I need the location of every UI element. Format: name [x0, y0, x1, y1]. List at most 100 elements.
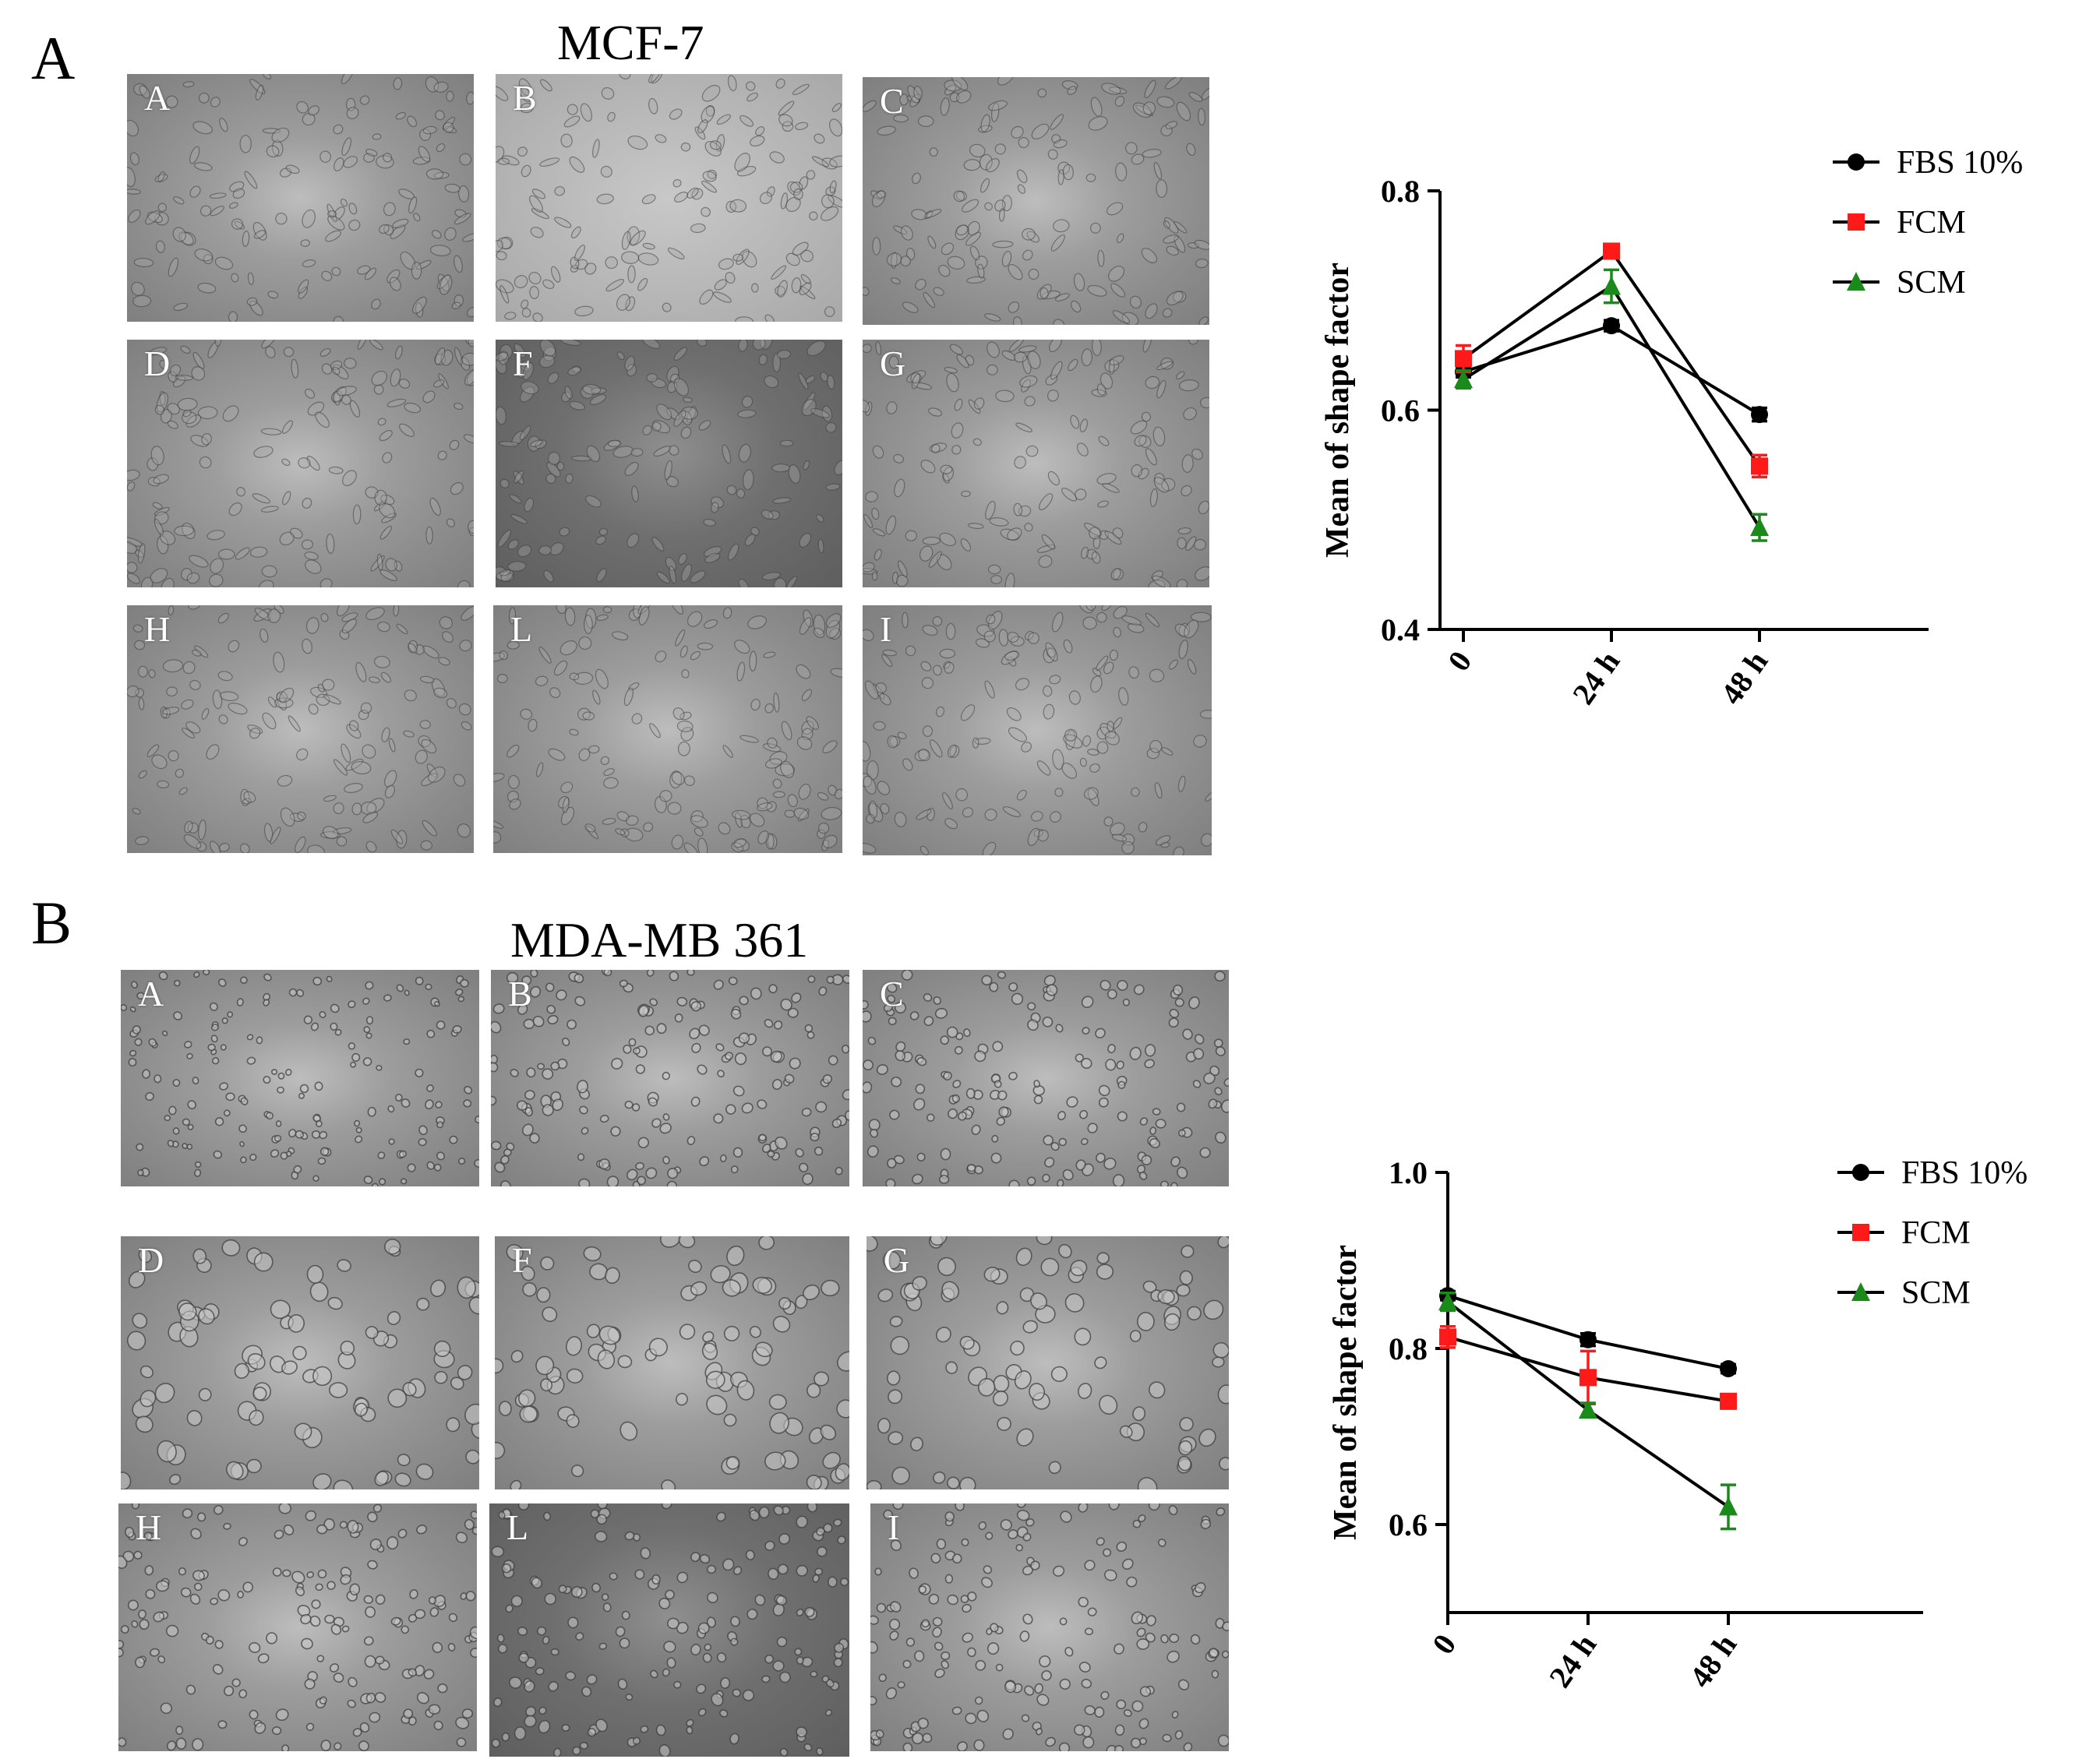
shape-factor-chart-mcf7: 0.4 0.6 0.8 0 24 h 48 h Mean of shape factor FB…	[1320, 145, 2023, 710]
micrograph-label: C	[880, 974, 904, 1013]
data-point	[1602, 276, 1621, 295]
cell-texture	[127, 74, 474, 322]
data-point	[1579, 1369, 1597, 1387]
cell-texture	[491, 970, 849, 1186]
y-tick-label: 0.8	[1381, 174, 1420, 209]
x-tick-label: 24 h	[1565, 644, 1626, 710]
micrograph-label: L	[510, 609, 533, 649]
micrograph: C	[863, 970, 1229, 1186]
series-triangle	[1438, 1292, 1738, 1531]
data-point	[1719, 1496, 1738, 1516]
y-axis-label: Mean of shape factor	[1320, 263, 1356, 558]
data-point	[1603, 317, 1620, 335]
micrograph-label: I	[880, 609, 892, 649]
cell-texture	[495, 1236, 849, 1489]
micrograph-label: G	[884, 1240, 910, 1280]
y-axis-label: Mean of shape factor	[1328, 1245, 1364, 1540]
data-point	[1579, 1331, 1597, 1348]
data-point	[1439, 1328, 1456, 1346]
cell-texture	[863, 340, 1209, 587]
series-triangle	[1454, 268, 1769, 542]
data-point	[1751, 457, 1768, 475]
panel-letter-a: A	[31, 24, 76, 92]
series-circle	[1455, 317, 1768, 424]
legend-label: FCM	[1901, 1215, 1971, 1251]
legend-marker	[1852, 1224, 1869, 1241]
micrograph: G	[866, 1236, 1229, 1489]
y-tick-label: 0.8	[1389, 1331, 1428, 1366]
micrograph: D	[127, 340, 474, 587]
cell-texture	[118, 1503, 477, 1751]
cell-texture	[121, 970, 479, 1186]
micrograph-label: B	[513, 78, 537, 118]
x-tick-label: 0	[1441, 644, 1478, 677]
micrograph: B	[491, 970, 849, 1186]
cell-texture	[496, 340, 842, 587]
panel-b-cell-line-title: MDA-MB 361	[510, 912, 809, 968]
data-point	[1455, 350, 1472, 368]
legend-marker	[1847, 272, 1865, 291]
legend-label: SCM	[1901, 1275, 1971, 1311]
data-point	[1603, 242, 1620, 260]
micrograph: G	[863, 340, 1209, 587]
micrograph: C	[863, 77, 1209, 325]
micrograph: H	[118, 1503, 477, 1751]
cell-texture	[127, 605, 474, 853]
micrograph-label: C	[880, 81, 904, 121]
cell-texture	[496, 74, 842, 322]
data-point	[1720, 1392, 1737, 1410]
micrograph: I	[863, 605, 1212, 855]
cell-texture	[121, 1238, 479, 1489]
cell-texture	[863, 77, 1209, 325]
cell-texture	[491, 1503, 849, 1757]
micrograph: H	[127, 605, 474, 853]
data-point	[1579, 1400, 1597, 1419]
micrograph: F	[496, 340, 842, 587]
micrograph-label: L	[506, 1507, 529, 1547]
micrograph: I	[870, 1503, 1229, 1751]
legend-marker	[1851, 1282, 1870, 1301]
data-point	[1750, 517, 1769, 537]
data-point	[1438, 1292, 1457, 1311]
data-point	[1454, 369, 1473, 389]
micrograph-label: F	[512, 1240, 532, 1280]
micrograph: A	[127, 74, 474, 322]
cell-texture	[870, 1503, 1229, 1751]
y-tick-label: 0.6	[1389, 1507, 1428, 1542]
y-tick-label: 0.4	[1381, 612, 1420, 647]
legend-marker	[1848, 213, 1865, 231]
x-tick-label: 24 h	[1542, 1627, 1603, 1694]
micrograph: D	[121, 1236, 479, 1489]
legend-label: FCM	[1897, 205, 1966, 241]
micrograph-label: B	[508, 974, 532, 1013]
cell-texture	[493, 605, 842, 853]
data-point	[1720, 1359, 1737, 1377]
panel-a-cell-line-title: MCF-7	[557, 15, 704, 70]
legend-label: FBS 10%	[1901, 1155, 2028, 1191]
micrograph: F	[495, 1236, 849, 1489]
micrograph-label: D	[138, 1240, 164, 1280]
series-square	[1455, 242, 1768, 479]
micrograph-label: I	[888, 1507, 900, 1547]
shape-factor-chart-mdamb361: 0.6 0.8 1.0 0 24 h 48 h Mean of shape factor FB…	[1328, 1155, 2028, 1694]
legend-label: FBS 10%	[1897, 145, 2023, 181]
x-tick-label: 48 h	[1682, 1627, 1743, 1694]
micrograph-label: H	[144, 609, 171, 649]
panel-letter-b: B	[31, 889, 72, 957]
micrograph-label: F	[513, 344, 533, 383]
x-tick-label: 48 h	[1714, 644, 1774, 710]
micrograph: L	[489, 1503, 849, 1757]
legend-label: SCM	[1897, 265, 1966, 301]
micrograph-label: G	[880, 344, 906, 383]
y-tick-label: 0.6	[1381, 393, 1420, 428]
data-point	[1751, 406, 1768, 424]
micrograph-label: D	[144, 344, 171, 383]
micrograph: L	[493, 605, 842, 853]
micrograph-label: A	[138, 974, 164, 1013]
legend-marker	[1852, 1164, 1869, 1181]
cell-texture	[866, 1236, 1229, 1489]
y-tick-label: 1.0	[1389, 1155, 1428, 1190]
cell-texture	[127, 340, 474, 587]
micrograph: B	[496, 74, 842, 322]
micrograph-label: A	[144, 78, 171, 118]
